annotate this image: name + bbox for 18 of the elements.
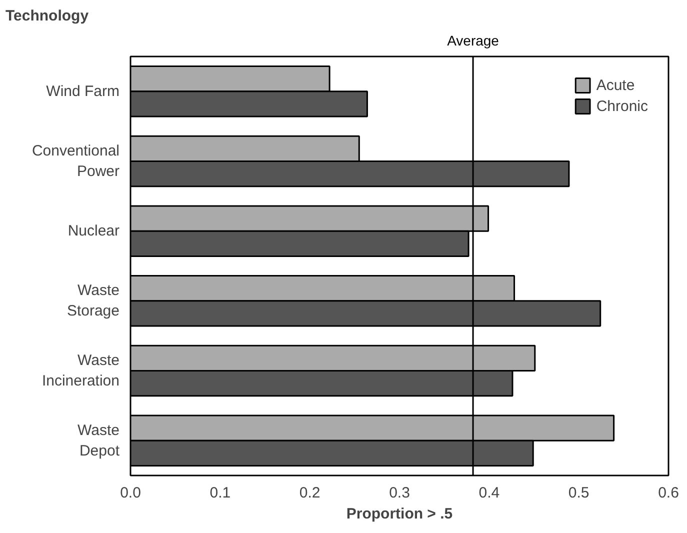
x-axis-title: Proportion > .5 [346, 506, 453, 522]
x-tick-label: 0.5 [568, 484, 590, 502]
x-tick-label: 0.0 [120, 484, 141, 502]
y-tick-label: Waste Depot [78, 422, 120, 460]
x-tick-label: 0.1 [210, 484, 231, 502]
ref-line-label: Average [447, 32, 500, 48]
y-tick-label: Conventional Power [32, 142, 120, 180]
legend-label: Chronic [596, 98, 648, 114]
y-tick-label: Waste Incineration [42, 352, 120, 390]
x-tick-label: 0.6 [658, 484, 679, 502]
x-tick-label: 0.3 [389, 484, 410, 502]
x-tick-label: 0.4 [478, 484, 500, 502]
y-axis-title: Technology [6, 8, 90, 24]
y-tick-label: Wind Farm [46, 82, 120, 100]
x-tick-label: 0.2 [299, 484, 320, 502]
y-tick-label: Waste Storage [66, 282, 120, 320]
legend-label: Acute [596, 76, 635, 94]
y-tick-label: Nuclear [68, 222, 120, 240]
